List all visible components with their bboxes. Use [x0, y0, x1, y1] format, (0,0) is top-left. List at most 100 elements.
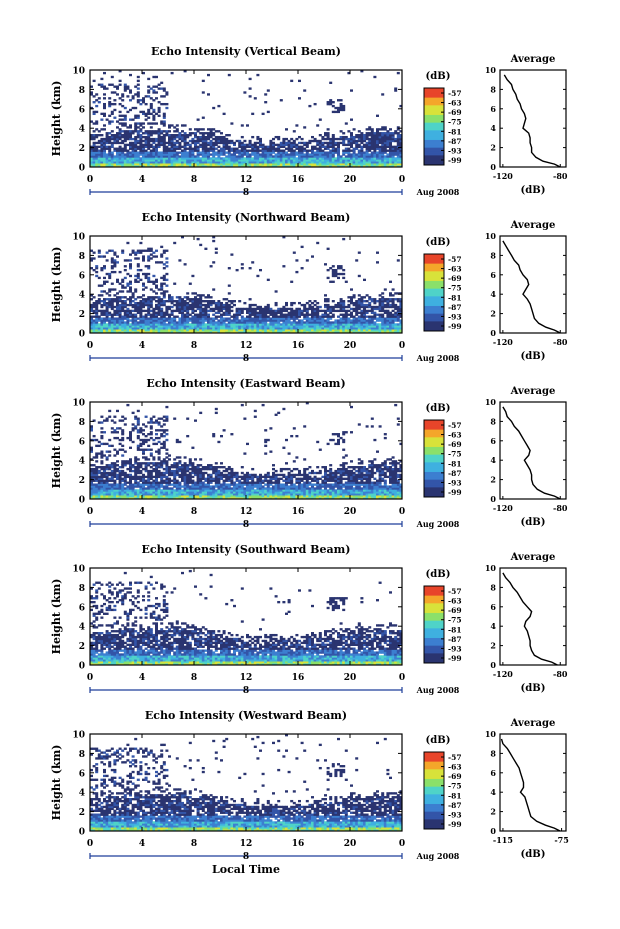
y-tick-label: 10	[72, 399, 85, 409]
colorbar-swatch	[424, 286, 444, 290]
colorbar-swatch	[424, 313, 444, 317]
colorbar-swatch	[424, 481, 444, 485]
colorbar-swatch	[424, 429, 444, 433]
profile-y-tick-label: 4	[490, 621, 496, 631]
profile-x-tick-label: -75	[554, 835, 568, 845]
colorbar-swatch	[424, 97, 444, 101]
y-tick-label: 8	[79, 584, 85, 594]
y-axis-label: Height (km)	[50, 247, 63, 323]
colorbar-swatch	[424, 653, 444, 656]
colorbar-swatch	[424, 120, 444, 124]
colorbar-swatch	[424, 445, 444, 448]
colorbar-swatch	[424, 777, 444, 780]
colorbar-swatch	[424, 616, 444, 620]
colorbar-swatch	[424, 595, 444, 599]
colorbar-tick-label: -99	[448, 654, 462, 663]
y-tick-label: 4	[79, 291, 85, 301]
colorbar-swatch	[424, 273, 444, 276]
profile-x-tick-label: -120	[493, 503, 513, 513]
x-tick-label: 0	[399, 175, 405, 185]
colorbar-swatch	[424, 792, 444, 795]
y-tick-label: 0	[79, 164, 85, 174]
x-tick-label: 8	[191, 839, 197, 849]
x-tick-label: 20	[344, 341, 357, 351]
colorbar-swatch	[424, 155, 444, 158]
colorbar-tick-label: -99	[448, 322, 462, 331]
colorbar-swatch	[424, 116, 444, 120]
colorbar-swatch	[424, 321, 444, 324]
colorbar-swatch	[424, 282, 444, 286]
colorbar-tick-label: -93	[448, 312, 462, 321]
colorbar-tick-label: -63	[448, 597, 462, 606]
colorbar-swatch	[424, 109, 444, 112]
colorbar-swatch	[424, 655, 444, 658]
colorbar-swatch	[424, 141, 444, 145]
x-tick-label: 0	[399, 839, 405, 849]
colorbar-swatch	[424, 639, 444, 643]
colorbar-swatch	[424, 817, 444, 820]
profile-y-tick-label: 2	[490, 807, 496, 817]
profile-x-label: (dB)	[521, 351, 546, 362]
x-tick-label: 12	[240, 507, 253, 517]
colorbar-swatch	[424, 637, 444, 641]
colorbar-swatch	[424, 421, 444, 425]
colorbar-swatch	[424, 651, 444, 654]
colorbar-swatch	[424, 661, 444, 664]
colorbar-swatch	[424, 657, 444, 660]
colorbar-swatch	[424, 794, 444, 797]
profile-title: Average	[510, 718, 556, 729]
colorbar-swatch	[424, 132, 444, 135]
colorbar-tick-label: -63	[448, 265, 462, 274]
colorbar-swatch	[424, 599, 444, 602]
x-tick-label: 8	[191, 673, 197, 683]
colorbar-swatch	[424, 782, 444, 786]
y-tick-label: 10	[72, 67, 85, 77]
colorbar-swatch	[424, 466, 444, 469]
colorbar-swatch	[424, 802, 444, 805]
colorbar-swatch	[424, 470, 444, 473]
colorbar-swatch	[424, 620, 444, 624]
y-tick-label: 0	[79, 496, 85, 506]
profile-y-tick-label: 8	[490, 582, 496, 592]
average-profile-line	[503, 74, 561, 168]
colorbar-swatch	[424, 609, 444, 612]
x-tick-label: 16	[292, 341, 305, 351]
colorbar-tick-label: -81	[448, 127, 462, 136]
colorbar-swatch	[424, 624, 444, 627]
colorbar-tick-label: -81	[448, 625, 462, 634]
colorbar-swatch	[424, 477, 444, 481]
profile-y-tick-label: 10	[485, 563, 497, 573]
colorbar-tick-label: -63	[448, 431, 462, 440]
colorbar-swatch	[424, 300, 444, 303]
profile-title: Average	[510, 54, 556, 65]
colorbar-swatch	[424, 163, 444, 166]
colorbar-swatch	[424, 267, 444, 270]
profile-x-label: (dB)	[521, 849, 546, 860]
profile-y-tick-label: 4	[490, 289, 496, 299]
profile-y-tick-label: 4	[490, 455, 496, 465]
y-tick-label: 8	[79, 86, 85, 96]
colorbar-tick-label: -75	[448, 450, 462, 459]
colorbar-tick-label: -57	[448, 255, 462, 264]
colorbar-swatch	[424, 126, 444, 129]
colorbar-swatch	[424, 786, 444, 790]
colorbar-unit: (dB)	[426, 71, 451, 82]
colorbar-tick-label: -93	[448, 644, 462, 653]
colorbar-swatch	[424, 489, 444, 492]
y-tick-label: 10	[72, 731, 85, 741]
colorbar-swatch	[424, 593, 444, 597]
date-label: Aug 2008	[416, 685, 460, 695]
x-tick-label: 4	[139, 507, 145, 517]
colorbar-swatch	[424, 111, 444, 114]
average-profile-line	[502, 240, 561, 334]
y-tick-label: 2	[79, 642, 85, 652]
colorbar-swatch	[424, 288, 444, 292]
colorbar-swatch	[424, 753, 444, 757]
colorbar-frame	[423, 253, 445, 332]
x-tick-label: 0	[87, 839, 93, 849]
profile-x-tick-label: -120	[493, 669, 513, 679]
y-tick-label: 6	[79, 769, 85, 779]
echo-intensity-heatmap	[90, 734, 403, 832]
colorbar-swatch	[424, 255, 444, 259]
colorbar-tick-label: -57	[448, 753, 462, 762]
